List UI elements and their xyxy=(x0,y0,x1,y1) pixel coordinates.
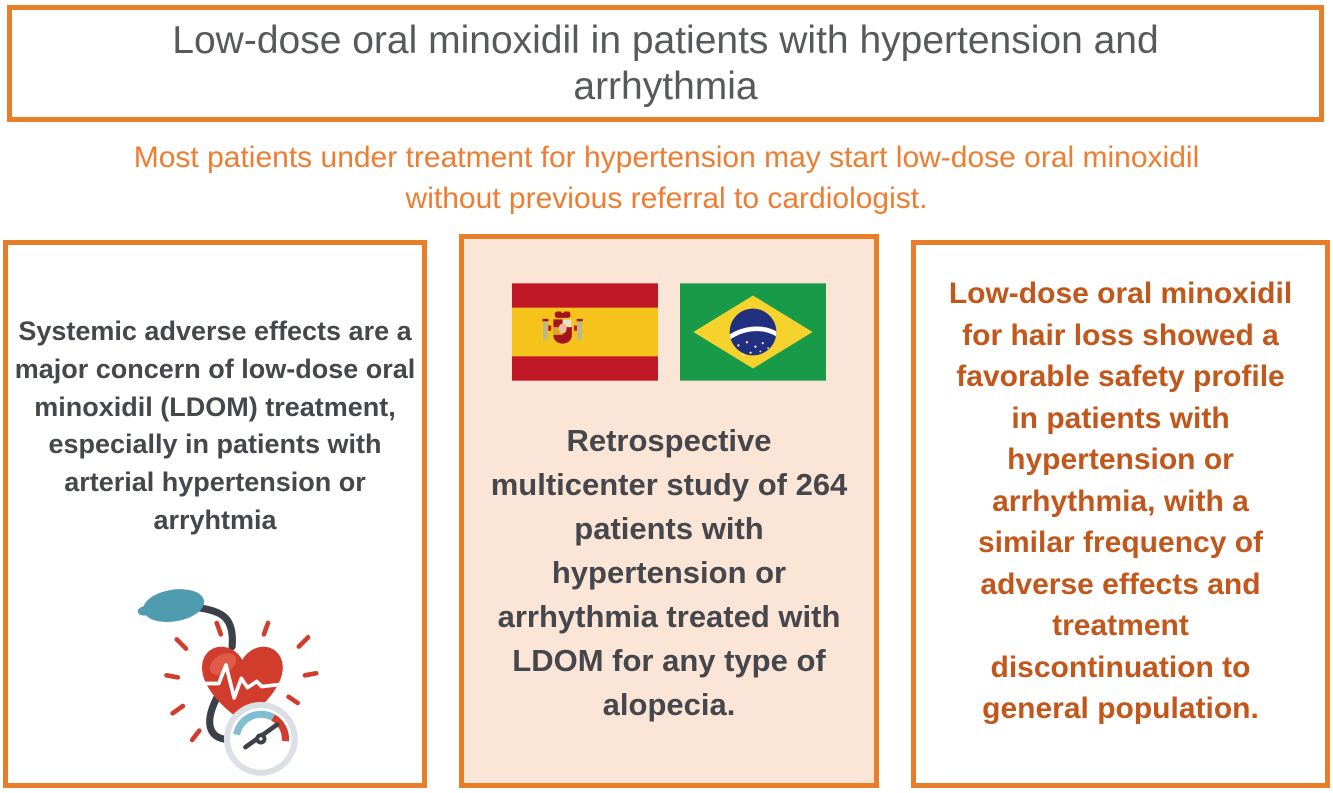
panel-conclusion: Low-dose oral minoxidil for hair loss sh… xyxy=(911,240,1330,788)
subtitle: Most patients under treatment for hypert… xyxy=(133,141,1200,216)
title-box: Low-dose oral minoxidil in patients with… xyxy=(7,5,1324,122)
panel-background: Systemic adverse effects are a major con… xyxy=(3,240,427,788)
background-text: Systemic adverse effects are a major con… xyxy=(14,316,416,535)
blood-pressure-monitor-heart-icon xyxy=(134,583,320,783)
brazil-flag-icon xyxy=(680,283,826,381)
page-title: Low-dose oral minoxidil in patients with… xyxy=(172,18,1159,108)
country-flags xyxy=(464,283,874,381)
spain-flag-icon xyxy=(512,283,658,381)
methods-text: Retrospective multicenter study of 264 p… xyxy=(490,423,848,723)
panel-methods: Retrospective multicenter study of 264 p… xyxy=(459,234,879,788)
conclusion-text: Low-dose oral minoxidil for hair loss sh… xyxy=(948,277,1293,726)
